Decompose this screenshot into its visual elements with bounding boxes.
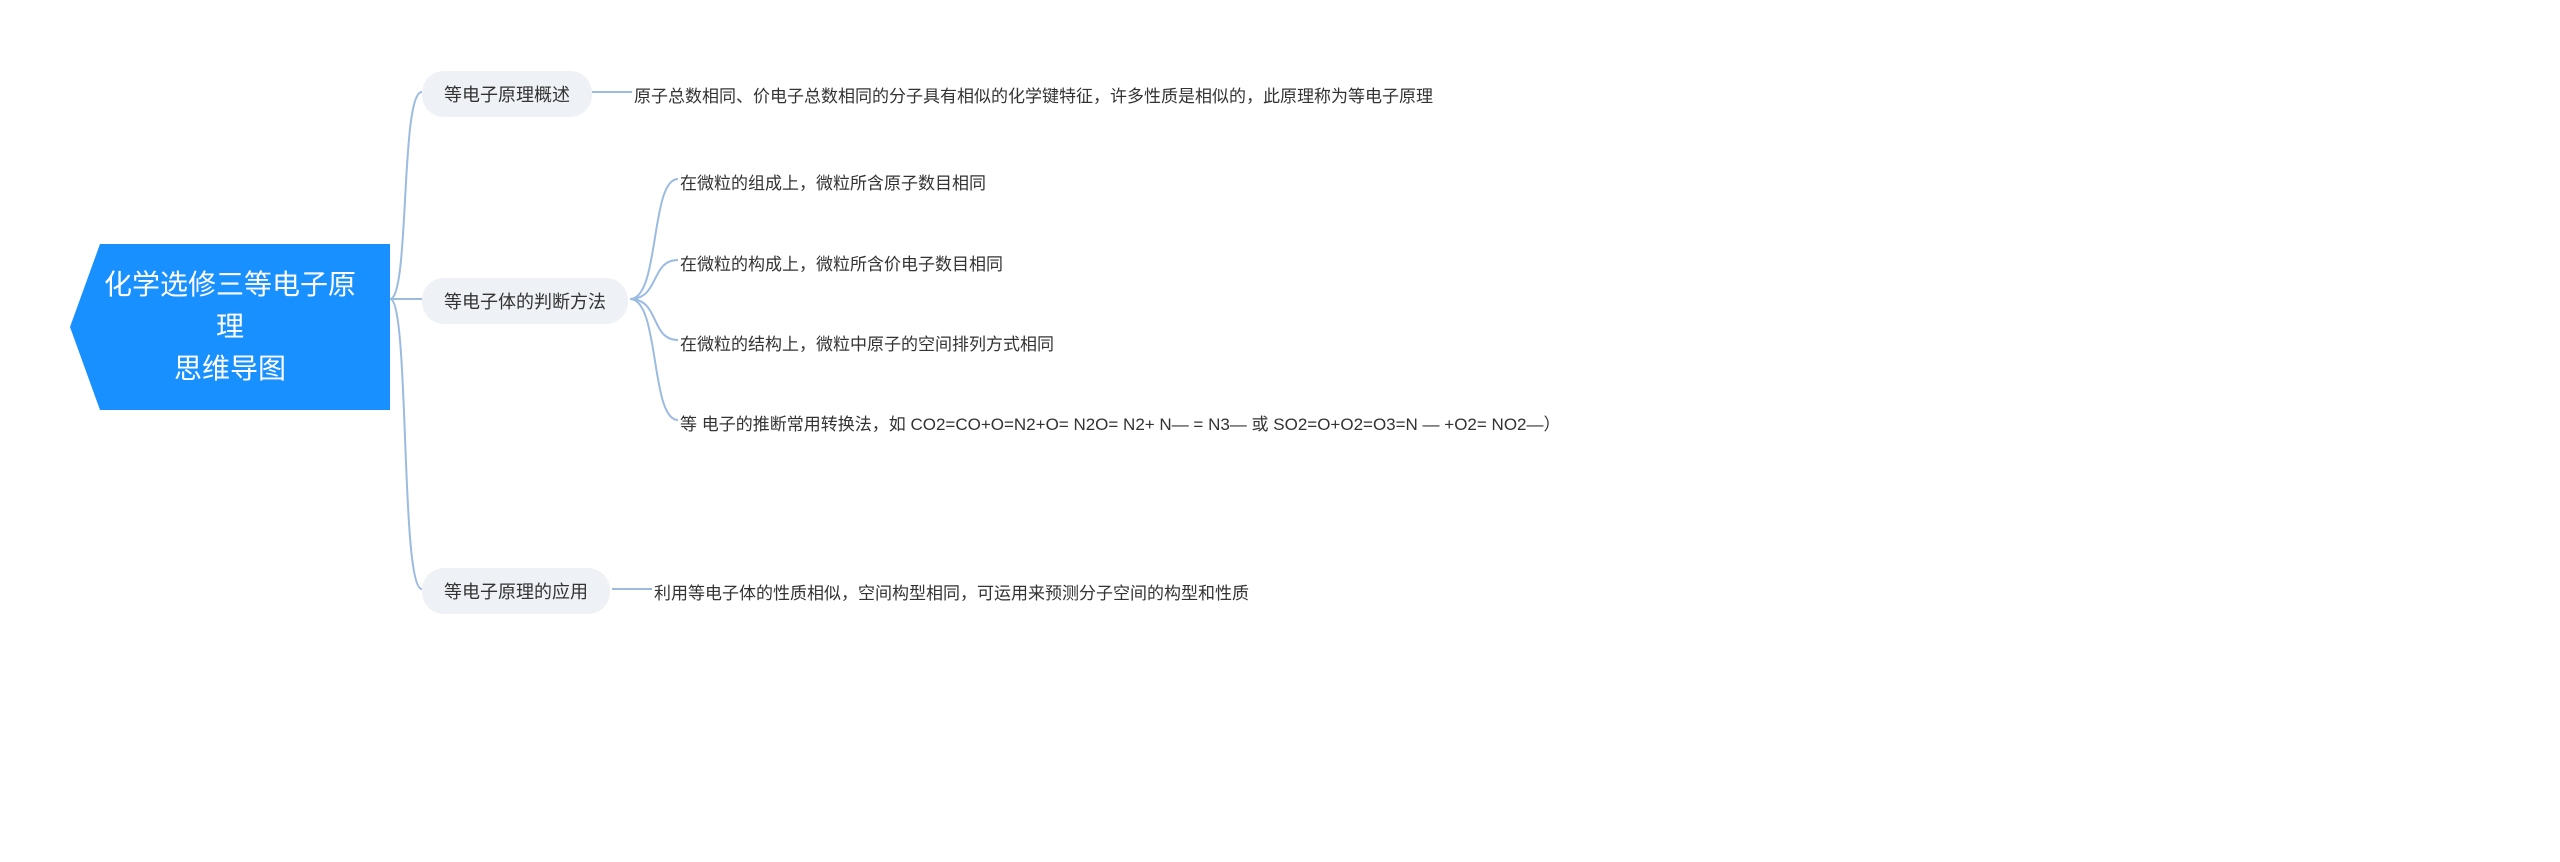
connector-s2-l1	[630, 179, 678, 299]
sub-node-s2: 等电子体的判断方法	[422, 278, 628, 324]
root-line1: 化学选修三等电子原理	[100, 264, 360, 348]
connector-s2-l2	[630, 260, 678, 299]
leaf-node-2: 在微粒的构成上，微粒所含价电子数目相同	[680, 250, 1003, 275]
connector-root-s3	[390, 299, 422, 589]
connector-s2-l4	[630, 299, 678, 420]
connector-s2-l3	[630, 299, 678, 340]
root-node: 化学选修三等电子原理 思维导图	[70, 244, 390, 410]
leaf-node-3: 在微粒的结构上，微粒中原子的空间排列方式相同	[680, 330, 1054, 355]
connector-root-s1	[390, 92, 422, 299]
leaf-node-4: 等 电子的推断常用转换法，如 CO2=CO+O=N2+O= N2O= N2+ N…	[680, 410, 1561, 435]
root-line2: 思维导图	[100, 348, 360, 390]
leaf-node-0: 原子总数相同、价电子总数相同的分子具有相似的化学键特征，许多性质是相似的，此原理…	[634, 82, 1433, 107]
sub-node-s3: 等电子原理的应用	[422, 568, 610, 614]
sub-node-s1: 等电子原理概述	[422, 71, 592, 117]
leaf-node-5: 利用等电子体的性质相似，空间构型相同，可运用来预测分子空间的构型和性质	[654, 579, 1249, 604]
leaf-node-1: 在微粒的组成上，微粒所含原子数目相同	[680, 169, 986, 194]
